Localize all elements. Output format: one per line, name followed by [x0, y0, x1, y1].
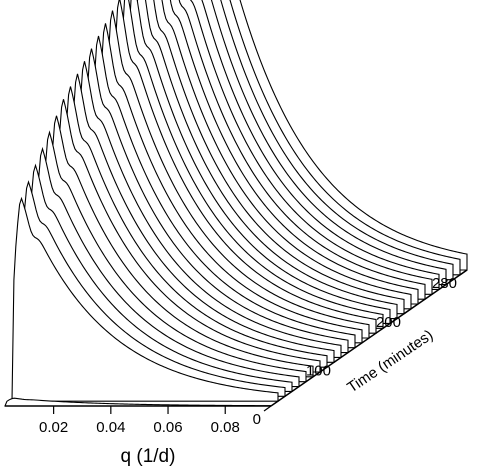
x-tick-label: 0.02 — [39, 419, 68, 436]
time-tick-label: 100 — [306, 362, 331, 379]
axes — [5, 269, 468, 407]
x-axis-ticks: 0.02 0.04 0.06 0.08 — [39, 406, 240, 436]
time-tick-mark — [459, 269, 468, 276]
series-curves — [4, 0, 468, 407]
time-tick-mark — [333, 356, 342, 363]
time-tick-label: 280 — [432, 275, 457, 292]
time-axis-line — [270, 269, 468, 407]
x-tick-label: 0.06 — [153, 419, 182, 436]
x-tick-label: 0.04 — [96, 419, 125, 436]
series-curve-t10 — [11, 196, 279, 402]
x-axis-title: q (1/d) — [121, 446, 176, 467]
time-tick-label: 0 — [253, 411, 261, 428]
time-tick-label: 200 — [376, 314, 401, 331]
time-axis-ticks: 0 100 200 280 — [253, 269, 468, 428]
time-tick-mark — [263, 405, 272, 412]
x-tick-label: 0.08 — [211, 419, 240, 436]
time-tick-mark — [403, 308, 412, 315]
